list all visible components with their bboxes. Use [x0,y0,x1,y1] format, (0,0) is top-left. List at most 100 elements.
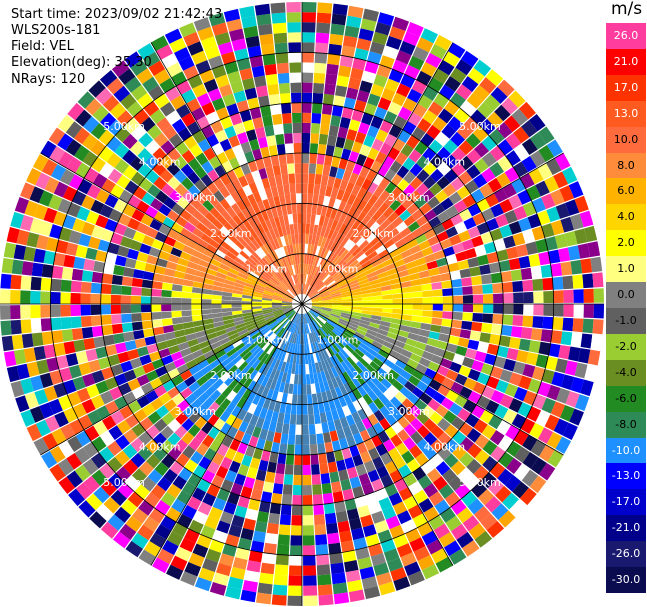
ppi-gate [302,283,305,294]
ppi-gate [338,200,347,212]
ppi-gate [369,221,380,233]
ppi-gate [241,301,252,304]
ppi-gate [136,251,149,263]
ppi-gate [415,233,428,245]
ppi-gate [433,249,446,260]
ppi-gate [273,32,288,44]
ppi-gate [262,53,276,66]
ppi-gate [87,409,102,425]
ppi-gate [146,254,159,265]
ppi-gate [320,236,327,248]
ppi-gate [541,369,555,384]
ppi-gate [270,206,279,218]
ppi-gate [293,223,299,234]
ppi-gate [262,293,273,298]
ppi-gate [77,91,95,109]
ppi-gate [114,126,131,143]
ppi-gate [276,315,286,322]
ppi-gate [496,419,512,435]
ppi-gate [351,109,364,122]
ppi-gate [302,404,308,415]
ppi-gate [21,261,34,276]
ppi-gate [295,434,302,445]
ppi-gate [485,69,504,87]
ppi-gate [489,161,505,178]
ppi-gate [191,349,204,359]
ppi-gate [176,363,189,375]
ppi-gate [335,276,346,284]
ppi-gate [240,265,252,274]
ppi-gate [390,173,403,187]
ppi-gate [361,482,375,496]
ppi-gate [327,333,336,343]
ppi-gate [512,280,524,293]
ppi-gate [10,319,22,335]
ppi-gate [6,227,20,244]
ppi-gate [324,83,336,96]
ppi-gate [525,352,539,366]
ppi-gate [192,83,207,98]
ppi-gate [308,311,317,319]
ppi-gate [208,336,220,345]
ppi-gate [304,243,309,254]
ppi-gate [90,199,105,214]
ppi-gate [432,310,443,319]
ppi-gate [230,202,242,215]
ppi-gate [305,374,311,385]
ppi-gate [387,557,404,572]
ppi-gate [171,118,187,133]
ppi-gate [267,356,275,367]
ppi-gate [384,194,396,207]
ppi-gate [234,319,245,326]
ppi-gate [234,279,246,286]
ppi-gate [357,408,368,421]
ppi-gate [201,345,213,355]
ppi-gate [114,373,128,386]
ppi-gate [427,361,440,372]
ppi-gate [275,272,283,282]
ppi-gate [386,354,398,364]
ppi-gate [242,77,256,91]
ppi-gate [173,357,186,368]
ppi-gate [111,323,124,334]
ppi-gate [124,475,141,492]
ppi-gate [418,498,434,513]
ppi-gate [366,232,377,244]
ppi-gate [141,476,157,492]
ppi-gate [232,144,244,157]
ppi-gate [90,156,106,173]
ppi-gate [78,500,96,518]
ppi-gate [224,125,237,139]
ppi-gate [264,343,273,353]
ppi-gate [528,113,546,132]
ppi-gate [182,445,196,459]
ppi-gate [416,438,430,453]
ppi-gate [384,263,396,272]
ppi-gate [382,206,395,219]
ppi-gate [400,552,417,567]
ppi-gate [510,269,523,282]
ppi-gate [370,552,386,567]
ppi-gate [479,118,496,135]
ppi-gate [233,282,245,289]
ppi-gate [40,140,57,159]
colorbar-swatch [606,515,646,542]
ppi-gate [342,550,357,563]
ppi-gate [302,163,309,174]
ppi-gate [246,205,256,217]
ppi-gate [323,380,330,392]
ppi-gate [362,8,379,22]
ppi-gate [315,42,329,54]
ppi-gate [302,424,309,435]
ppi-gate [140,116,156,132]
ppi-gate [340,290,352,296]
ppi-gate [57,133,74,151]
ppi-gate [280,504,292,516]
ppi-gate [495,379,509,394]
ppi-gate [426,468,442,483]
ppi-gate [376,214,388,226]
ppi-gate [327,319,337,326]
ppi-gate [302,454,311,466]
ppi-gate [322,300,333,303]
ppi-gate [66,452,83,470]
